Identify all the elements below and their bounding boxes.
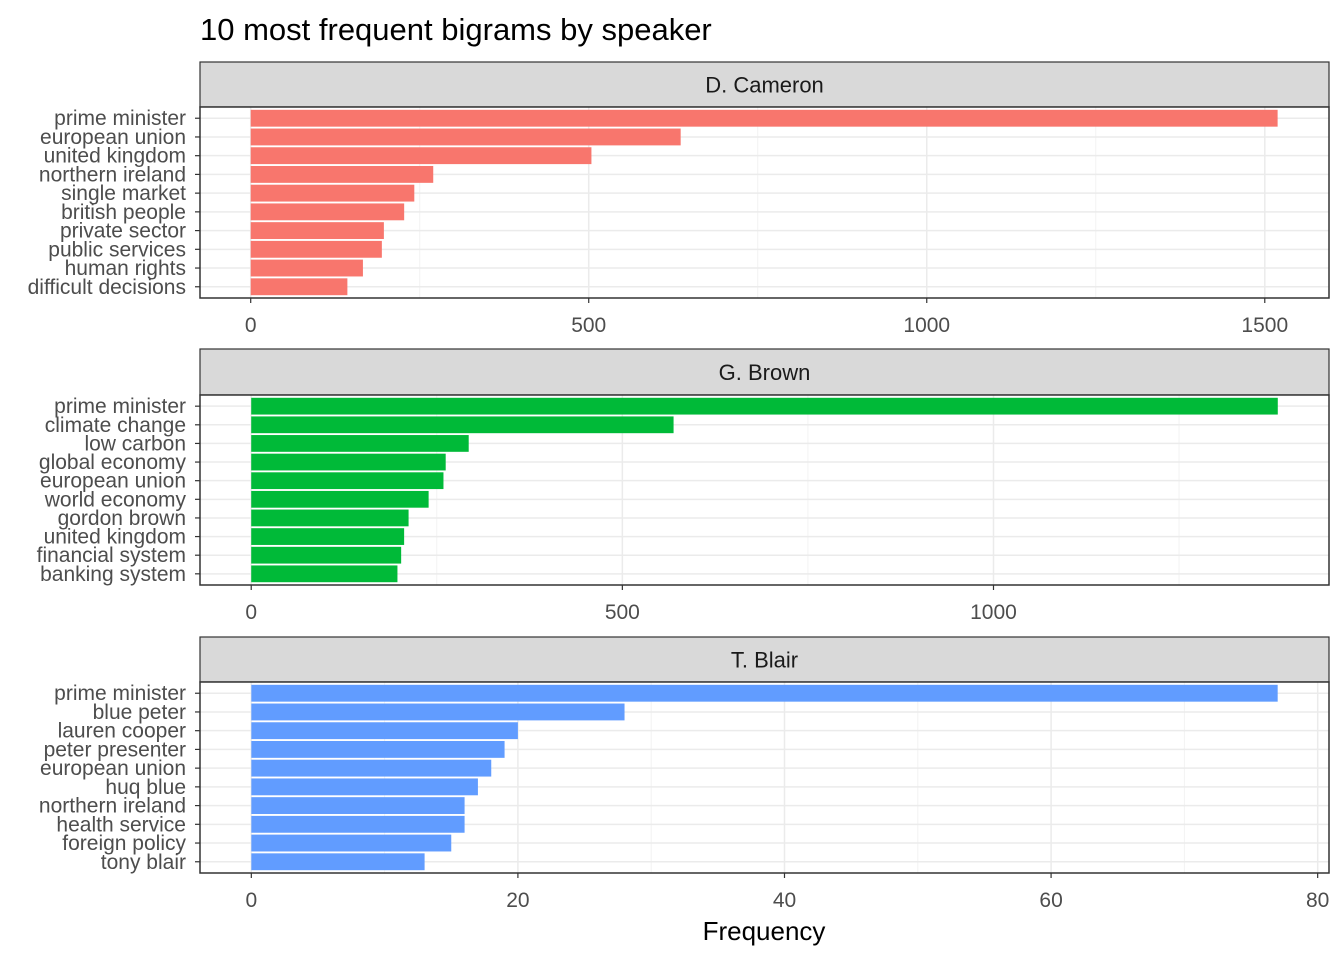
bar [250, 259, 363, 277]
category-label: low carbon [84, 432, 186, 455]
facet-strip-label: T. Blair [731, 648, 798, 673]
bar [251, 853, 425, 871]
x-tick-label: 0 [245, 314, 257, 337]
bar [251, 453, 446, 471]
bar [251, 416, 674, 434]
category-label: gordon brown [58, 507, 186, 530]
x-tick-label: 40 [773, 889, 796, 912]
x-tick-label: 60 [1039, 889, 1062, 912]
bar [250, 278, 348, 296]
category-label: northern ireland [39, 163, 186, 186]
x-tick-label: 20 [506, 889, 529, 912]
category-label: european union [40, 757, 186, 780]
bar [250, 203, 405, 221]
bar [251, 722, 518, 740]
category-label: peter presenter [44, 738, 186, 761]
bar [250, 240, 382, 258]
bar [251, 435, 469, 452]
facet-strip [199, 348, 1330, 396]
category-label: prime minister [54, 395, 186, 418]
category-label: public services [48, 238, 186, 261]
x-tick-label: 0 [245, 889, 257, 912]
x-axis-title: Frequency [703, 916, 826, 946]
category-label: british people [61, 201, 186, 224]
bar [251, 397, 1278, 415]
bar [250, 109, 1278, 127]
category-label: private sector [60, 220, 186, 243]
category-label: health service [56, 813, 186, 836]
facet-strip-label: D. Cameron [705, 73, 824, 98]
bar [251, 703, 625, 721]
category-label: world economy [44, 488, 187, 511]
category-label: foreign policy [62, 832, 186, 855]
x-tick-label: 0 [245, 601, 257, 624]
category-label: lauren cooper [58, 720, 186, 743]
facet-strip [199, 636, 1330, 683]
x-tick-label: 1500 [1241, 314, 1288, 337]
category-label: tony blair [101, 851, 186, 874]
category-label: huq blue [105, 776, 186, 799]
category-label: financial system [37, 544, 186, 567]
category-label: european union [40, 126, 186, 149]
bar [251, 759, 492, 777]
bar [250, 128, 681, 146]
x-tick-label: 1000 [970, 601, 1017, 624]
category-label: european union [40, 470, 186, 493]
panel-border [199, 681, 1330, 874]
facet-strip-label: G. Brown [719, 360, 811, 385]
category-label: united kingdom [44, 526, 186, 549]
bar [251, 565, 398, 583]
bar [251, 490, 429, 508]
category-label: prime minister [54, 682, 186, 705]
x-tick-label: 1000 [903, 314, 950, 337]
bar [250, 222, 384, 240]
bar [251, 815, 465, 833]
bar [251, 509, 409, 527]
category-label: banking system [40, 563, 186, 586]
bar [251, 740, 505, 758]
category-label: blue peter [93, 701, 186, 724]
panel-border [199, 394, 1330, 586]
category-label: single market [61, 182, 186, 205]
category-label: human rights [65, 257, 186, 280]
bar [250, 184, 415, 202]
bar [251, 797, 465, 815]
bar [251, 472, 444, 490]
category-label: difficult decisions [28, 276, 186, 299]
bar [251, 528, 405, 545]
facet-strip [199, 61, 1330, 108]
category-label: prime minister [54, 107, 186, 130]
panel-border [199, 106, 1330, 299]
bar [250, 165, 434, 183]
category-label: united kingdom [44, 145, 186, 168]
bar [251, 778, 478, 796]
x-tick-label: 500 [571, 314, 606, 337]
x-tick-label: 80 [1306, 889, 1329, 912]
category-label: northern ireland [39, 795, 186, 818]
bar [250, 147, 592, 165]
category-label: climate change [45, 414, 186, 437]
chart-title: 10 most frequent bigrams by speaker [200, 12, 712, 47]
x-tick-label: 500 [605, 601, 640, 624]
bar [251, 684, 1278, 702]
bar [251, 546, 402, 564]
category-label: global economy [39, 451, 187, 474]
bar [251, 834, 452, 852]
